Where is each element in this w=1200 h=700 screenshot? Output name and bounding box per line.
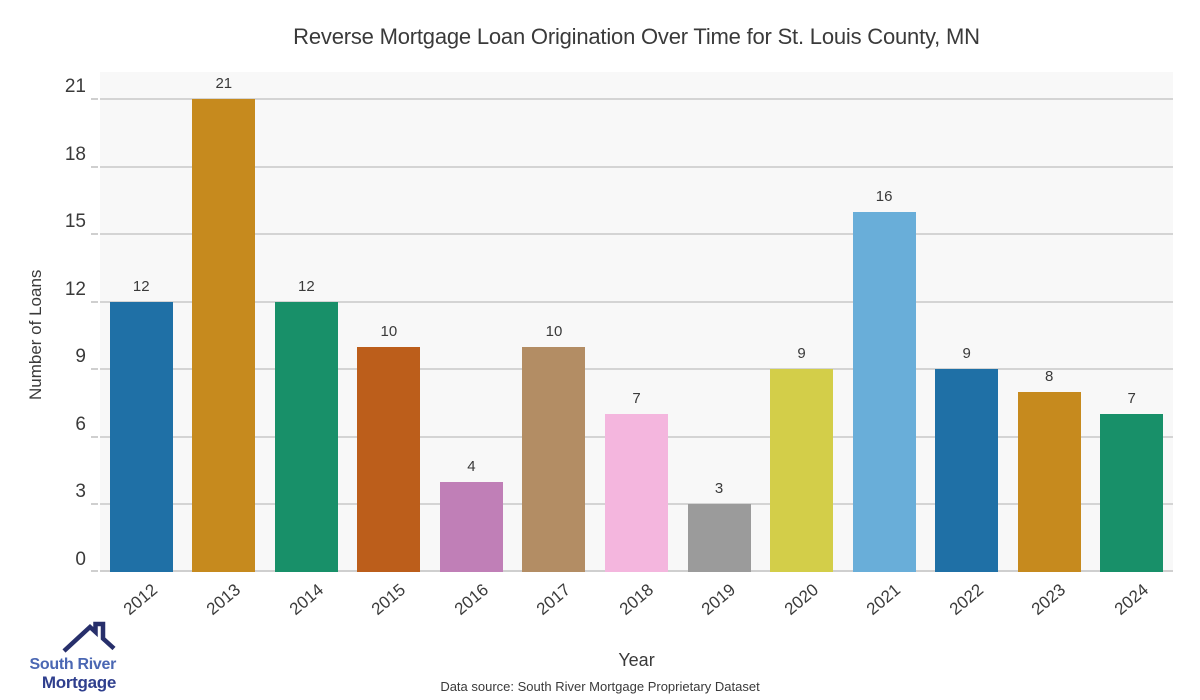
y-tick-mark	[91, 300, 98, 303]
bar-value-label: 9	[797, 345, 806, 363]
bar-value-label: 7	[632, 390, 641, 408]
bar-value-label: 10	[545, 322, 563, 340]
x-axis-title: Year	[618, 650, 655, 670]
bar	[770, 369, 834, 572]
bar-value-label: 21	[215, 75, 233, 93]
bar	[852, 211, 916, 572]
chart-title: Reverse Mortgage Loan Origination Over T…	[293, 24, 980, 49]
x-tick-label: 2020	[780, 580, 822, 619]
y-tick-label: 6	[75, 413, 86, 435]
bar-value-label: 12	[132, 277, 150, 295]
bar-value-label: 12	[298, 277, 315, 295]
y-tick-label: 0	[75, 549, 86, 570]
bar-value-label: 8	[1045, 367, 1054, 385]
x-tick-label: 2023	[1028, 580, 1070, 619]
bar	[522, 346, 586, 572]
y-tick-mark	[91, 435, 98, 438]
y-tick-mark	[91, 368, 98, 371]
x-tick-label: 2018	[615, 580, 657, 619]
bar-value-label: 3	[714, 480, 724, 498]
gridline	[100, 233, 1173, 236]
x-tick-label: 2019	[698, 580, 740, 619]
bar	[192, 99, 256, 572]
bar-value-label: 4	[467, 457, 476, 475]
plot-area: 0 3 6 9 12 15 18 21 12 2012 21 2013 12 2014 10 2015 4 201…	[65, 72, 1173, 619]
y-tick-label: 21	[64, 76, 86, 98]
y-tick-label: 9	[75, 346, 86, 368]
bar	[935, 369, 999, 572]
bar	[357, 346, 421, 572]
x-tick-label: 2016	[450, 580, 492, 619]
gridline	[100, 300, 1173, 303]
gridline	[100, 368, 1173, 371]
y-tick-label: 15	[64, 211, 86, 233]
bar-value-label: 7	[1127, 390, 1136, 408]
x-tick-label: 2014	[285, 580, 327, 619]
y-tick-mark	[91, 165, 98, 168]
bar-value-label: 9	[962, 345, 971, 363]
x-tick-label: 2024	[1110, 580, 1152, 619]
bar	[109, 301, 173, 572]
y-tick-mark	[91, 503, 98, 506]
y-tick-label: 12	[64, 278, 86, 300]
south-river-mortgage-logo: South River Mortgage	[20, 620, 116, 692]
y-tick-mark	[91, 570, 98, 572]
data-source-note: Data source: South River Mortgage Propri…	[440, 679, 760, 694]
x-tick-label: 2021	[863, 580, 905, 619]
y-tick-label: 3	[75, 481, 86, 503]
house-roof-icon	[62, 621, 116, 653]
x-tick-label: 2015	[367, 580, 410, 619]
y-tick-label: 18	[64, 143, 86, 165]
x-tick-label: 2012	[120, 580, 162, 619]
bar	[605, 414, 668, 572]
y-tick-mark	[91, 233, 98, 236]
x-tick-label: 2013	[202, 580, 245, 619]
gridline	[100, 165, 1173, 168]
y-tick-mark	[91, 98, 98, 101]
bar	[274, 301, 338, 572]
bar	[1100, 414, 1164, 572]
logo-line2: Mortgage	[41, 673, 116, 692]
bar	[439, 481, 503, 572]
x-tick-label: 2017	[532, 580, 575, 619]
x-tick-label: 2022	[945, 580, 987, 619]
y-axis-title: Number of Loans	[26, 269, 45, 400]
gridline	[100, 98, 1173, 101]
bar-value-label: 10	[380, 322, 398, 340]
bar	[1017, 391, 1081, 572]
bar-value-label: 16	[875, 187, 893, 205]
logo-line1: South River	[29, 656, 117, 673]
bar	[687, 504, 751, 572]
